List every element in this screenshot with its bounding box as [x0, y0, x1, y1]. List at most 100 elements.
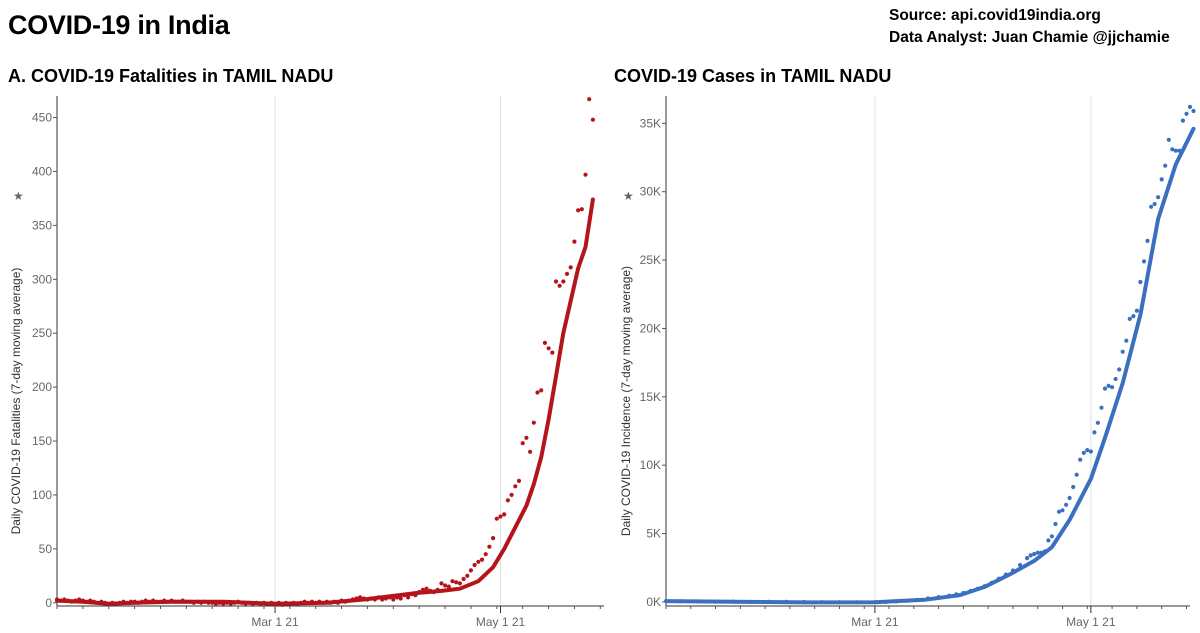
y-tick-label: 50: [39, 542, 53, 556]
data-point: [136, 600, 141, 605]
source-text: Source: api.covid19india.org: [889, 7, 1101, 24]
data-point: [339, 598, 344, 603]
data-point: [428, 588, 433, 594]
data-point: [1106, 383, 1111, 388]
data-point: [210, 600, 215, 605]
data-point: [224, 600, 230, 605]
data-point: [158, 599, 163, 604]
y-tick-label: 35K: [640, 116, 661, 130]
data-point: [1110, 385, 1115, 390]
data-point: [199, 600, 204, 605]
data-point: [383, 596, 388, 601]
data-point: [678, 599, 683, 604]
data-point: [321, 600, 326, 605]
data-point: [583, 172, 588, 177]
y-tick-label: 15K: [640, 390, 661, 404]
data-point: [713, 599, 718, 604]
data-point: [1067, 495, 1072, 501]
data-point: [365, 597, 370, 602]
y-tick-label: 0: [45, 596, 52, 610]
data-point: [1035, 550, 1040, 555]
data-point: [232, 600, 237, 605]
data-point: [128, 599, 133, 604]
data-point: [298, 600, 303, 605]
data-point: [154, 599, 159, 604]
data-point: [465, 573, 470, 578]
data-point: [1053, 521, 1058, 527]
data-point: [572, 239, 577, 244]
data-point: [904, 598, 909, 603]
y-tick-label: 400: [32, 164, 52, 178]
data-point: [1064, 502, 1069, 507]
data-point: [1184, 111, 1189, 116]
data-point: [1163, 163, 1168, 168]
data-point: [284, 600, 289, 605]
y-tick-label: 20K: [640, 321, 661, 335]
data-point: [546, 346, 551, 351]
data-point: [151, 598, 156, 603]
data-point: [417, 589, 422, 595]
chart-title-cases: COVID-19 Cases in TAMIL NADU: [614, 66, 892, 86]
data-point: [250, 601, 255, 606]
data-point: [487, 544, 492, 549]
data-point: [996, 576, 1001, 581]
data-point: [302, 599, 307, 604]
data-point: [1145, 238, 1150, 243]
data-point: [317, 599, 322, 604]
data-point: [1102, 386, 1108, 391]
data-point: [332, 599, 337, 604]
data-point: [502, 512, 507, 517]
data-point: [398, 596, 403, 601]
x-tick-label: Mar 1 21: [251, 615, 299, 629]
page-title: COVID-19 in India: [8, 10, 230, 40]
data-point: [202, 599, 207, 604]
data-point: [513, 484, 518, 489]
data-point: [1156, 195, 1161, 200]
data-point: [391, 597, 396, 602]
data-point: [80, 598, 85, 603]
data-point: [479, 557, 485, 562]
x-tick-label: May 1 21: [476, 615, 526, 629]
data-point: [1085, 448, 1090, 453]
data-point: [335, 600, 340, 605]
data-point: [989, 580, 994, 585]
data-point: [576, 208, 581, 213]
data-point: [1166, 137, 1171, 142]
data-point: [269, 600, 274, 605]
y-tick-label: 30K: [640, 185, 661, 199]
data-point: [550, 350, 555, 355]
data-point: [461, 576, 466, 582]
data-point: [1117, 367, 1122, 372]
data-point: [450, 579, 455, 584]
data-point: [1078, 457, 1083, 462]
data-point: [69, 599, 74, 604]
data-point: [435, 587, 440, 592]
data-point: [121, 599, 126, 604]
data-point: [1159, 177, 1164, 182]
data-point: [531, 420, 536, 425]
data-point: [254, 600, 259, 605]
y-tick-label: 250: [32, 326, 52, 340]
data-point: [165, 599, 170, 604]
y-tick-label: 300: [32, 272, 52, 286]
data-point: [1138, 279, 1143, 285]
data-point: [88, 598, 93, 603]
data-point: [1127, 316, 1132, 321]
data-point: [982, 584, 987, 589]
data-point: [91, 599, 97, 604]
data-point: [376, 595, 381, 600]
data-point: [968, 588, 973, 594]
data-point: [766, 599, 771, 604]
data-point: [265, 601, 270, 606]
data-point: [947, 593, 952, 598]
data-point: [324, 599, 329, 604]
data-point: [542, 340, 548, 345]
data-point: [1092, 430, 1097, 435]
data-point: [1149, 204, 1154, 209]
data-point: [387, 595, 392, 600]
data-point: [188, 599, 193, 604]
y-axis-label: Daily COVID-19 Incidence (7-day moving a…: [619, 266, 633, 536]
data-point: [62, 597, 67, 602]
data-point: [528, 449, 533, 454]
data-point: [350, 597, 355, 602]
